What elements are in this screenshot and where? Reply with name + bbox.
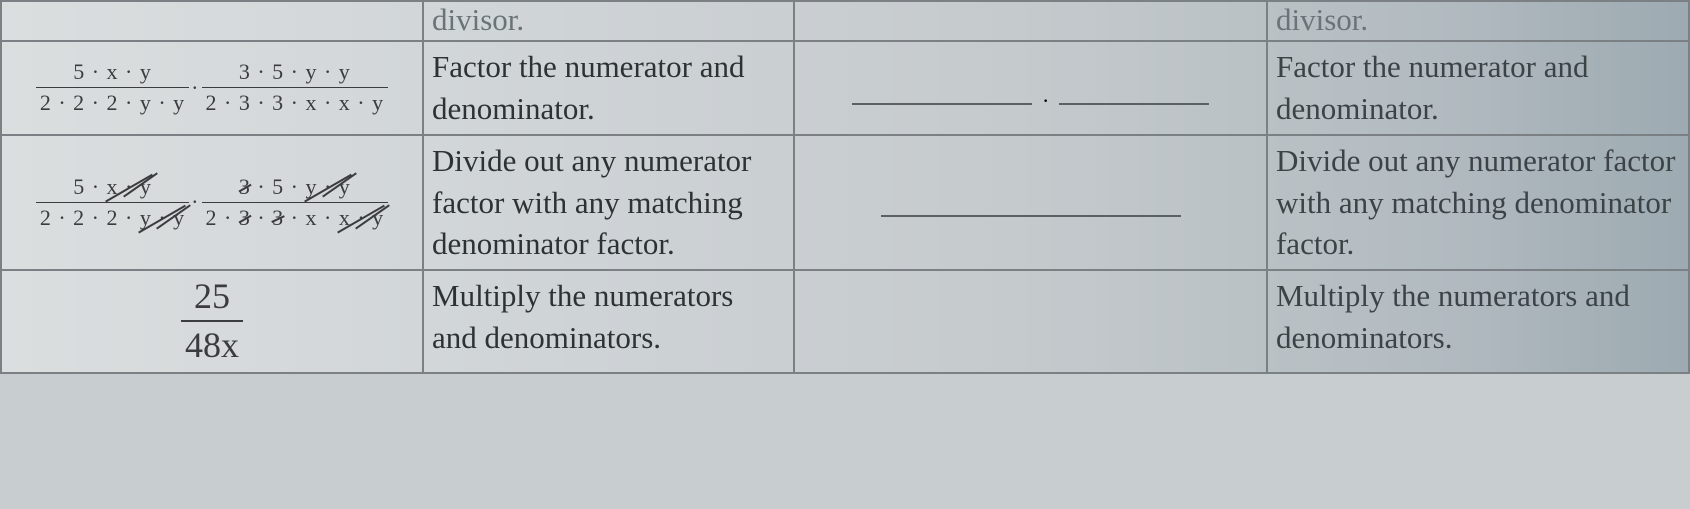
fraction: 3 · 5 · y · y 2 · 3 · 3 · x · x · y (202, 59, 389, 117)
blank-line (852, 103, 1032, 105)
cell-partial-b: divisor. (423, 1, 794, 41)
numerator: 3 · 5 · y · y (235, 174, 355, 202)
description-text: Factor the numerator and denominator. (432, 49, 744, 126)
dot-separator: · (1036, 88, 1055, 113)
math-text: 5 · (73, 174, 100, 199)
cell-partial-c (794, 1, 1165, 41)
description-right-cell: Multiply the numerators and denominators… (1267, 270, 1689, 372)
math-text: · (257, 205, 265, 230)
cancel-mark: 3 (239, 205, 251, 231)
blank-work-cell (794, 135, 1267, 271)
math-cell: 5 · x · y 2 · 2 · 2 · y · y · 3 · 5 · y … (1, 41, 423, 135)
fraction-pair: 5 · x · y 2 · 2 · 2 · y · y · 3 · 5 · y … (36, 59, 388, 117)
math-text: 2 · 2 · 2 · (40, 205, 133, 230)
description-text: Multiply the numerators and denominators… (1276, 278, 1630, 355)
cancel-mark: 3 (272, 205, 284, 231)
description-text: Divide out any numerator factor with any… (1276, 143, 1675, 262)
cell-partial-e: divisor. (1267, 1, 1689, 41)
table-row: 5 · x · y 2 · 2 · 2 · y · y · 3 · 5 · y … (1, 41, 1689, 135)
fraction: 3 · 5 · y · y 2 · 3 · 3 · x · x · y (202, 174, 389, 232)
denominator: 2 · 2 · 2 · y · y (36, 202, 189, 231)
table-row-partial-top: divisor. divisor. (1, 1, 1689, 41)
description-cell: Divide out any numerator factor with any… (423, 135, 794, 271)
blank-work-cell (794, 270, 1267, 372)
cancel-mark: x · y (107, 174, 152, 200)
worksheet-table: divisor. divisor. 5 · x · y 2 · 2 · 2 · … (0, 0, 1690, 374)
math-cell: 5 · x · y 2 · 2 · 2 · y · y · 3 · 5 · y … (1, 135, 423, 271)
fraction-pair-cancel: 5 · x · y 2 · 2 · 2 · y · y · 3 · 5 · y … (36, 174, 388, 232)
blank-line (881, 215, 1181, 217)
description-text: Multiply the numerators and denominators… (432, 278, 733, 355)
denominator: 2 · 2 · 2 · y · y (36, 87, 189, 116)
fraction-result: 25 48x (181, 275, 243, 367)
cancel-mark: y · y (305, 174, 350, 200)
fraction: 5 · x · y 2 · 2 · 2 · y · y (36, 59, 189, 117)
description-text: Divide out any numerator factor with any… (432, 143, 751, 262)
math-text: · 5 · (257, 174, 299, 199)
numerator: 5 · x · y (69, 59, 156, 87)
math-text: · x · (291, 205, 333, 230)
cell-partial-d (1166, 1, 1267, 41)
dot-separator: · (189, 189, 201, 215)
description-right-cell: Factor the numerator and denominator. (1267, 41, 1689, 135)
cancel-mark: y · y (140, 205, 185, 231)
denominator: 2 · 3 · 3 · x · x · y (202, 87, 389, 116)
dot-separator: · (189, 75, 201, 101)
blank-line (1059, 103, 1209, 105)
fraction: 5 · x · y 2 · 2 · 2 · y · y (36, 174, 189, 232)
cancel-mark: 3 (239, 174, 251, 200)
partial-text: divisor. (432, 2, 524, 37)
table-row: 25 48x Multiply the numerators and denom… (1, 270, 1689, 372)
partial-text-right: divisor. (1276, 2, 1368, 37)
description-cell: Multiply the numerators and denominators… (423, 270, 794, 372)
denominator: 48x (181, 320, 243, 367)
description-cell: Factor the numerator and denominator. (423, 41, 794, 135)
numerator: 5 · x · y (69, 174, 156, 202)
numerator: 3 · 5 · y · y (235, 59, 355, 87)
math-cell: 25 48x (1, 270, 423, 372)
table-row: 5 · x · y 2 · 2 · 2 · y · y · 3 · 5 · y … (1, 135, 1689, 271)
denominator: 2 · 3 · 3 · x · x · y (202, 202, 389, 231)
cancel-mark: x · y (339, 205, 384, 231)
description-right-cell: Divide out any numerator factor with any… (1267, 135, 1689, 271)
numerator: 25 (190, 275, 234, 320)
blank-work-cell: · (794, 41, 1267, 135)
cell-partial-a (1, 1, 423, 41)
math-text: 2 · (206, 205, 233, 230)
description-text: Factor the numerator and denominator. (1276, 49, 1588, 126)
